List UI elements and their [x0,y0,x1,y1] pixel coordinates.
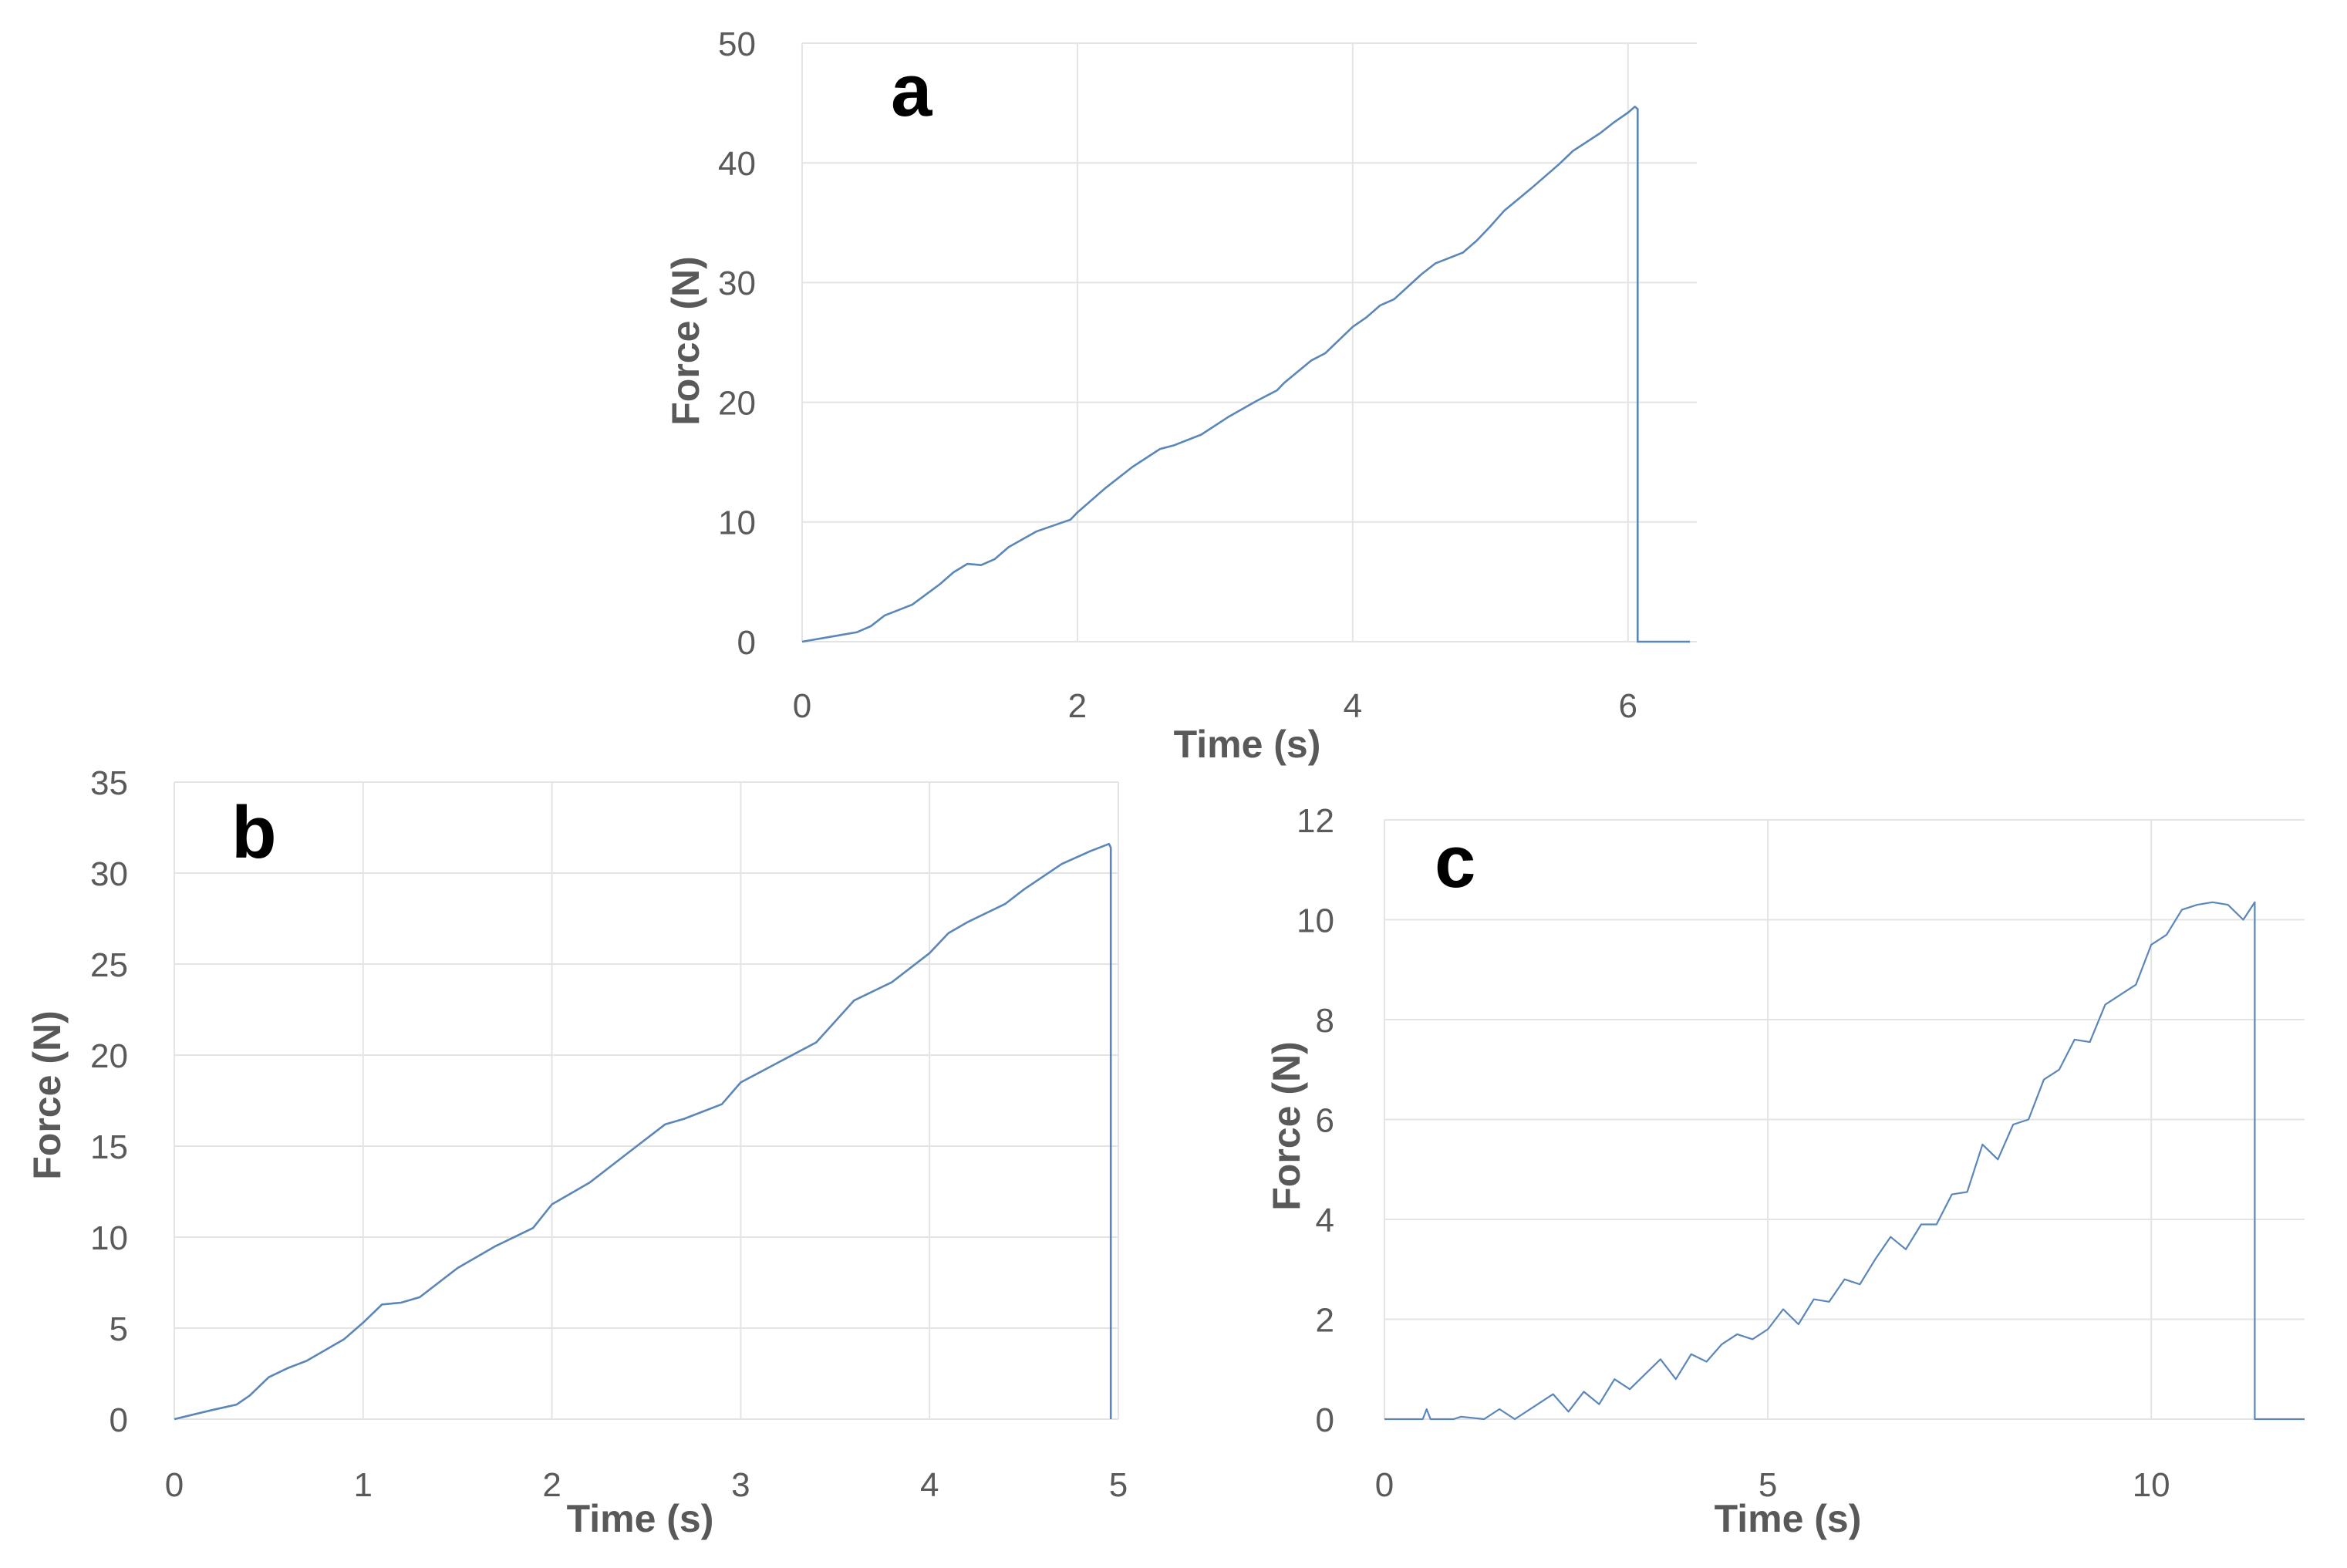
chart-c-grid [1384,819,2305,1420]
chart-a-panel-label: a [891,49,932,132]
chart-b-ytick-2: 10 [90,1219,128,1257]
chart-a-xtick-3: 6 [1619,687,1637,725]
chart-b-y-axis-label: Force (N) [25,1010,69,1179]
chart-a-y-axis-label: Force (N) [664,256,707,425]
chart-a: 0 10 20 30 40 50 0 2 4 6 a Time (s) Force (N) [664,25,1697,766]
chart-b-xtick-4: 4 [920,1466,939,1504]
chart-b-grid [174,781,1119,1420]
chart-c-ytick-3: 6 [1316,1101,1334,1139]
chart-a-ytick-2: 20 [718,384,756,422]
chart-b-xtick-2: 2 [542,1466,561,1504]
chart-b-xtick-5: 5 [1109,1466,1128,1504]
chart-b-ytick-7: 35 [90,764,128,802]
chart-b-xtick-3: 3 [731,1466,750,1504]
chart-c-ytick-5: 10 [1297,902,1334,939]
chart-b-ytick-1: 5 [110,1310,128,1348]
chart-b-series-line [174,842,1112,1421]
chart-b-ytick-4: 20 [90,1037,128,1075]
chart-a-ytick-4: 40 [718,145,756,183]
chart-a-grid [801,42,1697,642]
chart-b-ytick-3: 15 [90,1128,128,1166]
chart-b-ytick-6: 30 [90,855,128,893]
chart-c-ytick-1: 2 [1316,1301,1334,1339]
chart-c-xtick-0: 0 [1375,1466,1394,1504]
chart-b-ytick-5: 25 [90,946,128,984]
chart-b-ticks: 0 5 10 15 20 25 30 35 0 1 2 3 4 5 [90,764,1128,1504]
chart-a-series-line [801,106,1691,643]
chart-c: 0 2 4 6 8 10 12 0 5 10 c Time (s) Force (N) [1265,802,2305,1540]
chart-c-ytick-0: 0 [1316,1401,1334,1439]
chart-a-ytick-3: 30 [718,265,756,302]
chart-a-ticks: 0 10 20 30 40 50 0 2 4 6 [718,25,1637,725]
chart-b-x-axis-label: Time (s) [567,1497,714,1540]
chart-c-ytick-2: 4 [1316,1202,1334,1239]
chart-a-xtick-2: 4 [1344,687,1362,725]
chart-c-xtick-2: 10 [2133,1466,2170,1504]
chart-a-ytick-0: 0 [737,624,756,662]
chart-a-x-axis-label: Time (s) [1174,723,1321,766]
chart-c-xtick-1: 5 [1759,1466,1777,1504]
chart-c-series-line [1384,901,2305,1421]
chart-c-panel-label: c [1435,821,1475,903]
chart-b-xtick-1: 1 [354,1466,373,1504]
chart-c-ytick-4: 8 [1316,1002,1334,1040]
chart-c-x-axis-label: Time (s) [1715,1497,1862,1540]
chart-a-ytick-1: 10 [718,504,756,542]
chart-a-ytick-5: 50 [718,25,756,63]
chart-a-xtick-0: 0 [793,687,811,725]
chart-b: 0 5 10 15 20 25 30 35 0 1 2 3 4 5 b Time (s) Force (N… [25,764,1128,1540]
chart-b-panel-label: b [231,791,277,874]
chart-c-ticks: 0 2 4 6 8 10 12 0 5 10 [1297,802,2170,1504]
chart-c-y-axis-label: Force (N) [1265,1041,1308,1210]
chart-a-xtick-1: 2 [1068,687,1087,725]
chart-c-ytick-6: 12 [1297,802,1334,840]
chart-b-ytick-0: 0 [110,1401,128,1439]
chart-b-xtick-0: 0 [165,1466,184,1504]
